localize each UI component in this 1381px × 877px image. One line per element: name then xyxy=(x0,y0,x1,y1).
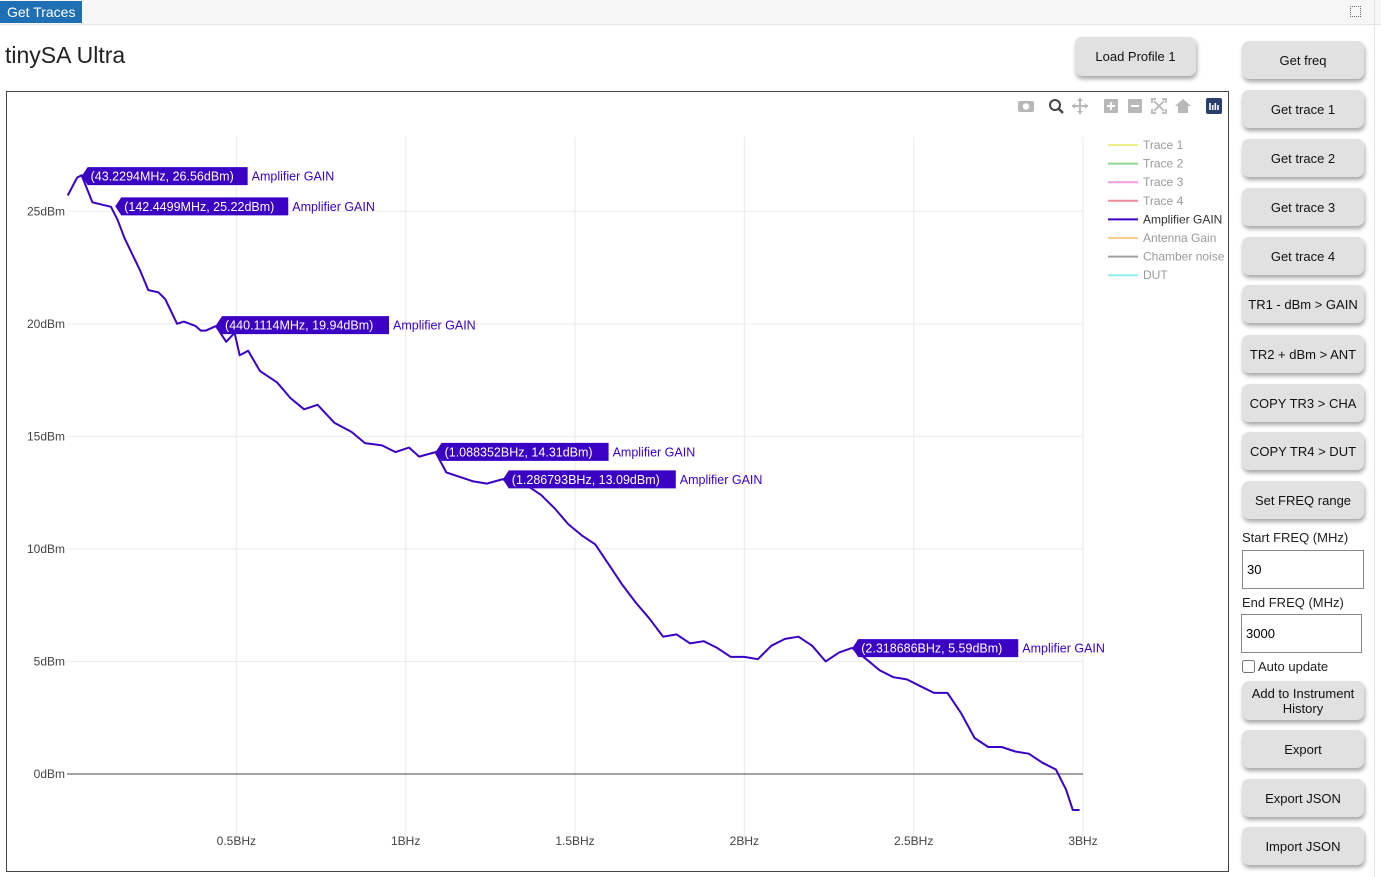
legend-item[interactable]: Antenna Gain xyxy=(1108,231,1216,245)
legend-item[interactable]: DUT xyxy=(1108,268,1168,282)
annotation-box xyxy=(502,470,676,489)
annotation-series-name: Amplifier GAIN xyxy=(680,473,763,487)
plotly-logo-icon[interactable] xyxy=(1206,98,1222,114)
annotation-box xyxy=(435,442,609,461)
legend-item[interactable]: Trace 1 xyxy=(1108,138,1184,152)
annotation-value: (1.088352BHz, 14.31dBm) xyxy=(445,445,593,459)
camera-icon[interactable] xyxy=(1018,101,1034,112)
legend-label: Trace 2 xyxy=(1143,157,1184,171)
x-tick-label: 0.5BHz xyxy=(217,834,256,848)
annotation-value: (43.2294MHz, 26.56dBm) xyxy=(91,170,234,184)
auto-update-row[interactable]: Auto update xyxy=(1242,659,1328,674)
annotation-box xyxy=(852,639,1019,658)
legend-label: Antenna Gain xyxy=(1143,231,1216,245)
data-point-annotation: (440.1114MHz, 19.94dBm) Amplifier GAIN xyxy=(216,316,476,335)
set-freq-range-button[interactable]: Set FREQ range xyxy=(1242,481,1364,519)
export-button[interactable]: Export xyxy=(1242,730,1364,768)
start-freq-label: Start FREQ (MHz) xyxy=(1242,530,1349,545)
x-tick-label: 1BHz xyxy=(391,834,420,848)
legend-label: DUT xyxy=(1143,268,1168,282)
annotation-series-name: Amplifier GAIN xyxy=(252,170,335,184)
data-point-annotation: (1.286793BHz, 13.09dBm) Amplifier GAIN xyxy=(502,470,763,489)
series-line-amplifier-gain[interactable] xyxy=(66,174,1080,811)
annotation-series-name: Amplifier GAIN xyxy=(1022,642,1105,656)
zoom-out-icon[interactable] xyxy=(1128,99,1142,113)
page-title: tinySA Ultra xyxy=(5,42,126,68)
annotation-series-name: Amplifier GAIN xyxy=(613,445,696,459)
get-trace-3-button[interactable]: Get trace 3 xyxy=(1242,188,1364,226)
get-trace-4-button[interactable]: Get trace 4 xyxy=(1242,237,1364,275)
legend-label: Trace 4 xyxy=(1143,194,1184,208)
annotation-series-name: Amplifier GAIN xyxy=(393,319,476,333)
end-freq-input[interactable] xyxy=(1241,614,1362,653)
auto-update-checkbox[interactable] xyxy=(1242,660,1255,673)
pan-icon[interactable] xyxy=(1072,98,1088,114)
legend-label: Trace 1 xyxy=(1143,138,1184,152)
legend-item[interactable]: Amplifier GAIN xyxy=(1108,212,1222,226)
y-tick-label: 15dBm xyxy=(27,429,65,443)
annotation-box xyxy=(216,316,390,335)
y-tick-label: 0dBm xyxy=(34,767,65,781)
top-bar: Get Traces xyxy=(0,0,1381,25)
start-freq-input[interactable] xyxy=(1242,550,1364,589)
legend-item[interactable]: Chamber noise xyxy=(1108,250,1225,264)
data-point-annotation: (142.4499MHz, 25.22dBm) Amplifier GAIN xyxy=(115,197,375,216)
annotation-value: (2.318686BHz, 5.59dBm) xyxy=(861,642,1002,656)
zoom-icon[interactable] xyxy=(1049,99,1064,114)
reset-axes-icon[interactable] xyxy=(1175,99,1191,113)
legend-item[interactable]: Trace 4 xyxy=(1108,194,1184,208)
end-freq-label: End FREQ (MHz) xyxy=(1242,595,1344,610)
annotation-box xyxy=(115,197,289,216)
annotation-value: (142.4499MHz, 25.22dBm) xyxy=(124,200,274,214)
annotation-value: (1.286793BHz, 13.09dBm) xyxy=(512,473,660,487)
annotation-box xyxy=(81,167,248,186)
expand-icon[interactable] xyxy=(1350,6,1361,17)
annotation-series-name: Amplifier GAIN xyxy=(292,200,375,214)
x-tick-label: 2BHz xyxy=(730,834,759,848)
copy-tr3-cha-button[interactable]: COPY TR3 > CHA xyxy=(1242,384,1364,422)
x-tick-label: 1.5BHz xyxy=(555,834,594,848)
auto-update-label: Auto update xyxy=(1258,659,1329,674)
legend-label: Trace 3 xyxy=(1143,175,1184,189)
x-tick-label: 2.5BHz xyxy=(894,834,933,848)
legend-label: Amplifier GAIN xyxy=(1143,212,1222,226)
get-trace-1-button[interactable]: Get trace 1 xyxy=(1242,90,1364,128)
y-tick-label: 25dBm xyxy=(27,204,65,218)
data-point-annotation: (43.2294MHz, 26.56dBm) Amplifier GAIN xyxy=(81,167,335,186)
scroll-edge xyxy=(1374,0,1381,877)
tr2-ant-button[interactable]: TR2 + dBm > ANT xyxy=(1242,335,1364,373)
get-trace-2-button[interactable]: Get trace 2 xyxy=(1242,139,1364,177)
legend-item[interactable]: Trace 2 xyxy=(1108,157,1184,171)
data-point-annotation: (1.088352BHz, 14.31dBm) Amplifier GAIN xyxy=(435,442,696,461)
annotation-value: (440.1114MHz, 19.94dBm) xyxy=(225,319,373,333)
copy-tr4-dut-button[interactable]: COPY TR4 > DUT xyxy=(1242,432,1364,470)
legend-item[interactable]: Trace 3 xyxy=(1108,175,1184,189)
data-point-annotation: (2.318686BHz, 5.59dBm) Amplifier GAIN xyxy=(852,639,1105,658)
chart-area[interactable]: 0.5BHz 1BHz 1.5BHz 2BHz 2.5BHz 3BHz 0dBm 5dBm 10… xyxy=(6,91,1229,872)
zoom-in-icon[interactable] xyxy=(1104,99,1118,113)
x-tick-label: 3BHz xyxy=(1068,834,1097,848)
y-tick-label: 20dBm xyxy=(27,317,65,331)
load-profile-button[interactable]: Load Profile 1 xyxy=(1075,37,1196,76)
y-tick-label: 5dBm xyxy=(34,654,65,668)
tab-get-traces[interactable]: Get Traces xyxy=(0,1,83,23)
tr1-gain-button[interactable]: TR1 - dBm > GAIN xyxy=(1242,285,1364,323)
legend-label: Chamber noise xyxy=(1143,250,1225,264)
autoscale-icon[interactable] xyxy=(1151,98,1167,114)
amplifier-gain-chart[interactable]: 0.5BHz 1BHz 1.5BHz 2BHz 2.5BHz 3BHz 0dBm 5dBm 10… xyxy=(7,92,1228,871)
export-json-button[interactable]: Export JSON xyxy=(1242,779,1364,817)
y-tick-label: 10dBm xyxy=(27,542,65,556)
get-freq-button[interactable]: Get freq xyxy=(1242,41,1364,79)
import-json-button[interactable]: Import JSON xyxy=(1242,827,1364,865)
add-to-instrument-history-button[interactable]: Add to Instrument History xyxy=(1242,681,1364,720)
